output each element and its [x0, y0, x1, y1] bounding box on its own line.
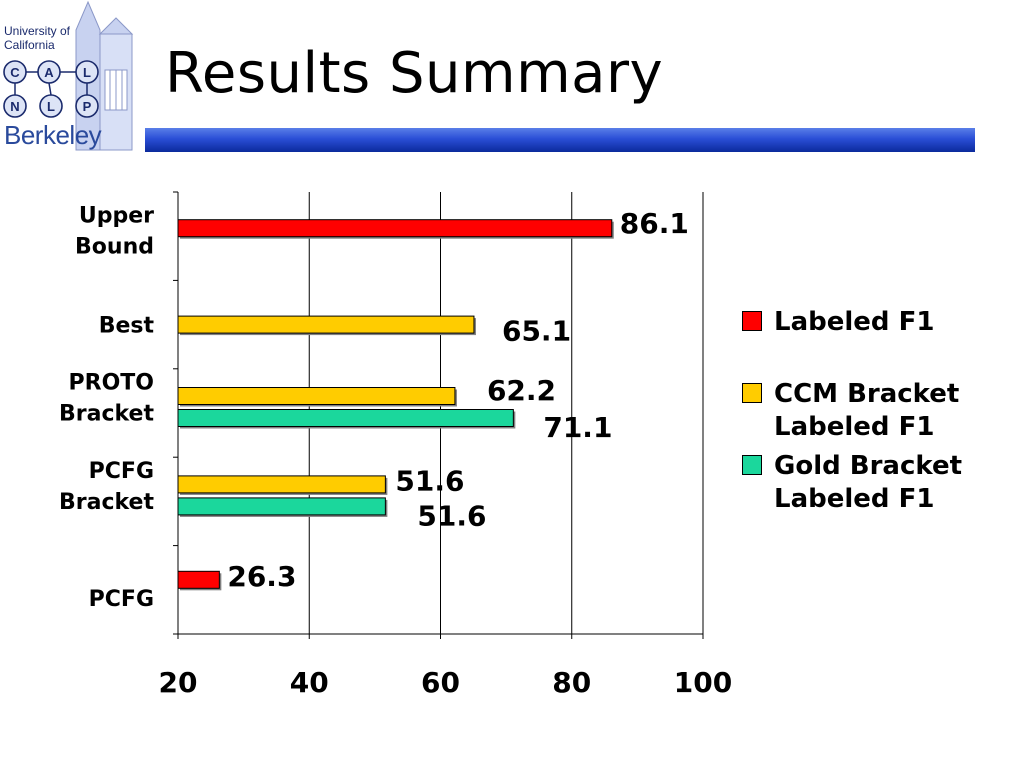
logo-node-letter: L: [47, 99, 55, 114]
bar-data-label: 62.2: [487, 374, 556, 407]
logo-california-text: California: [4, 38, 55, 52]
logo-node: [75, 94, 99, 118]
bar-data-label: 51.6: [395, 464, 464, 497]
bar-data-label: 26.3: [227, 560, 296, 593]
campanile-icon: C A L N L P: [3, 0, 134, 151]
legend-swatch: [742, 455, 762, 475]
logo-node-letter: A: [44, 65, 54, 80]
logo-node-letter: P: [83, 99, 92, 114]
legend-item: CCM Bracket Labeled F1: [742, 378, 959, 444]
logo-node: [3, 94, 27, 118]
bar-data-label: 86.1: [620, 207, 689, 240]
bar: [177, 219, 613, 238]
logo-node: [3, 60, 27, 84]
logo-node-letter: C: [10, 65, 20, 80]
bar-data-label: 71.1: [543, 411, 612, 444]
legend-swatch: [742, 383, 762, 403]
bar-data-label: 65.1: [502, 315, 571, 348]
bar: [177, 475, 386, 494]
logo-berkeley-wordmark: Berkeley: [4, 120, 102, 150]
x-tick-label: 80: [552, 666, 591, 699]
x-tick-label: 60: [421, 666, 460, 699]
y-category-label: Best: [99, 314, 155, 339]
logo-node-letter: L: [83, 65, 91, 80]
legend-label: Labeled F1: [774, 307, 935, 337]
y-category-label: PROTO Bracket: [59, 371, 154, 427]
bar: [177, 409, 514, 427]
bar: [177, 387, 456, 405]
title-underline-bar: [145, 128, 975, 152]
y-category-label: PCFG: [89, 587, 154, 612]
uc-berkeley-nlp-logo: C A L N L P University of California Berkeley: [0, 0, 140, 158]
bar: [177, 315, 475, 334]
slide-title: Results Summary: [165, 41, 664, 106]
bar: [177, 570, 220, 589]
legend-item: Labeled F1: [742, 306, 934, 339]
y-category-label: Upper Bound: [75, 204, 154, 260]
y-category-label: PCFG Bracket: [59, 459, 154, 515]
x-tick-label: 40: [290, 666, 329, 699]
legend-label: Gold Bracket Labeled F1: [774, 451, 963, 514]
logo-node: [75, 60, 99, 84]
bar-data-label: 51.6: [417, 499, 486, 532]
logo-node-letter: N: [10, 99, 19, 114]
logo-node: [37, 60, 61, 84]
logo-node: [39, 94, 63, 118]
bar: [177, 497, 386, 516]
legend-swatch: [742, 311, 762, 331]
x-tick-label: 20: [159, 666, 198, 699]
legend-item: Gold Bracket Labeled F1: [742, 450, 962, 516]
x-tick-label: 100: [674, 666, 732, 699]
legend-label: CCM Bracket Labeled F1: [774, 379, 960, 442]
logo-university-text: University of: [4, 24, 71, 38]
